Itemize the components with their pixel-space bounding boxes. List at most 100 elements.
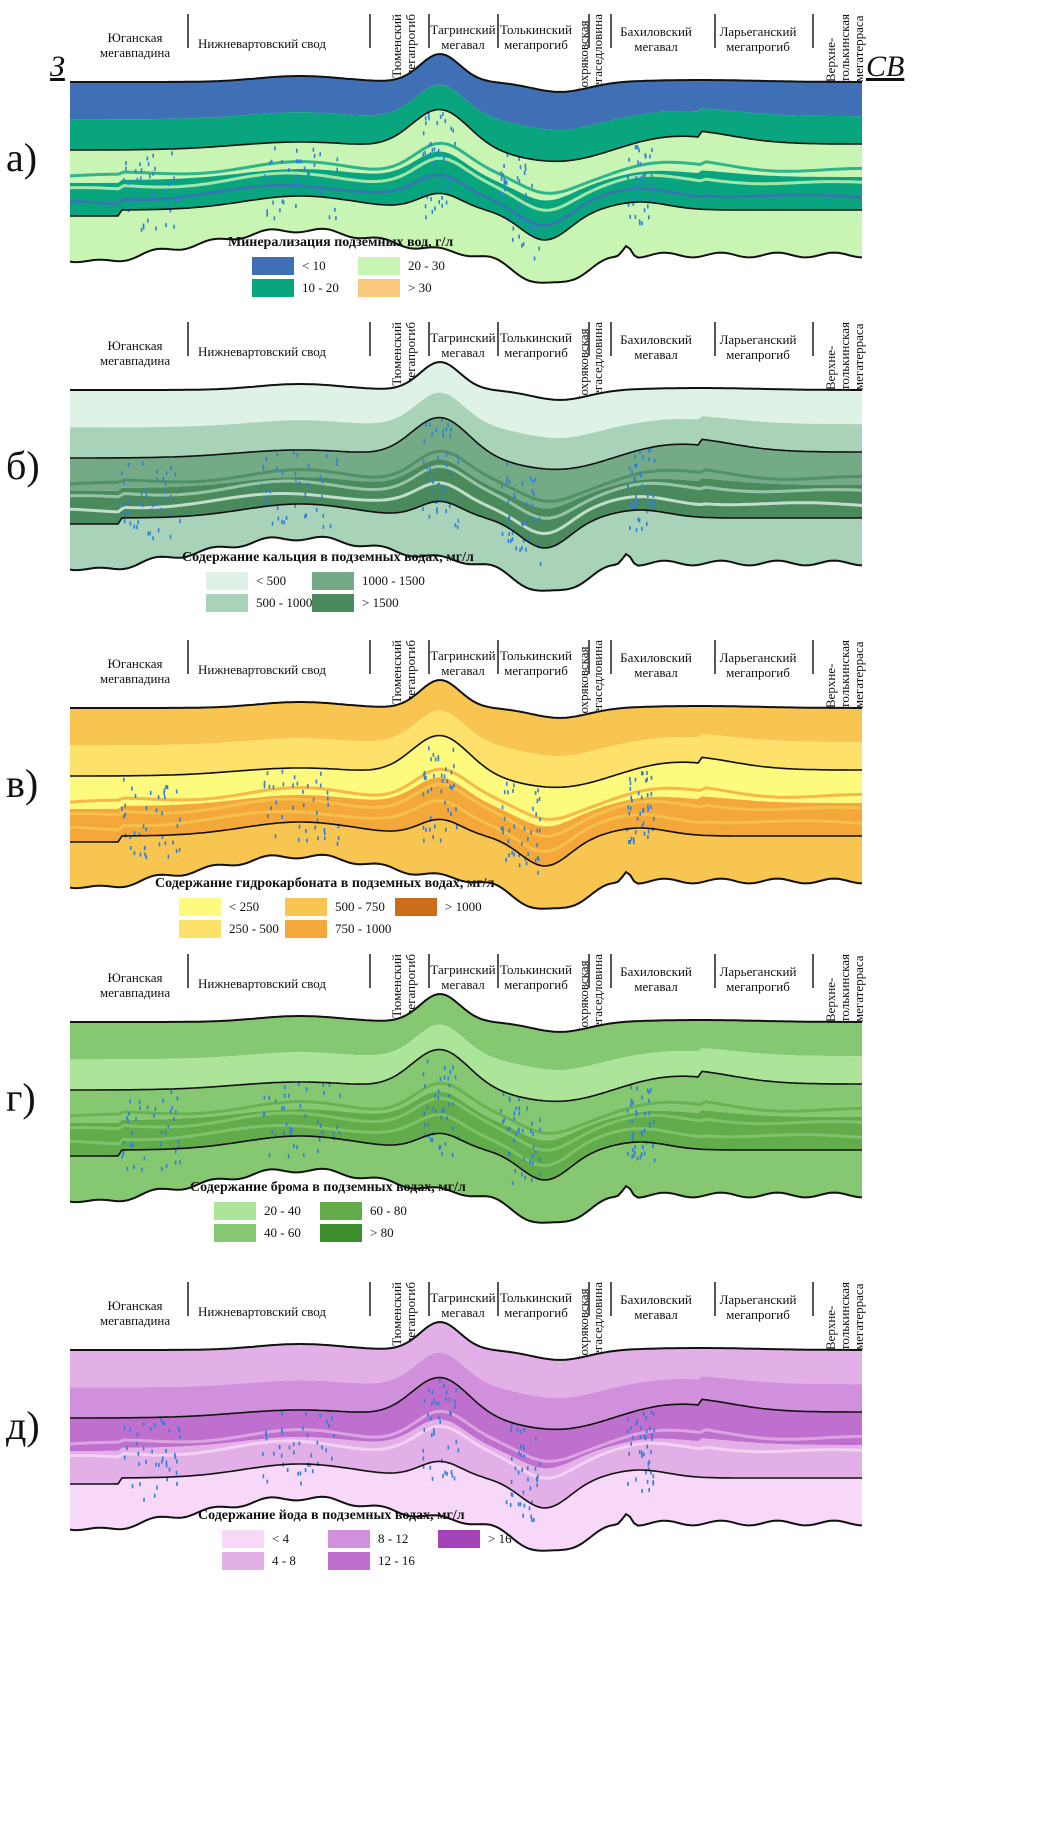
well-sample-point — [529, 1486, 532, 1491]
well-sample-point — [131, 786, 133, 791]
well-sample-point — [448, 1093, 450, 1098]
well-sample-point — [631, 185, 634, 190]
well-sample-point — [142, 1422, 145, 1427]
well-sample-point — [295, 204, 297, 209]
well-sample-point — [319, 1413, 321, 1418]
well-sample-point — [274, 834, 277, 839]
well-sample-point — [639, 1155, 642, 1160]
well-sample-point — [630, 501, 632, 506]
well-sample-point — [443, 487, 446, 492]
well-sample-point — [505, 1500, 508, 1505]
well-sample-point — [517, 216, 519, 221]
well-sample-point — [429, 467, 431, 472]
well-sample-point — [629, 526, 631, 530]
well-sample-point — [429, 152, 432, 157]
legend-item-label: 12 - 16 — [378, 1553, 415, 1568]
well-sample-point — [528, 1506, 531, 1511]
well-sample-point — [121, 806, 123, 811]
well-sample-point — [424, 204, 427, 209]
well-sample-point — [532, 1132, 534, 1136]
well-sample-point — [174, 472, 177, 477]
well-sample-point — [143, 1156, 146, 1161]
well-sample-point — [422, 1072, 425, 1077]
well-sample-point — [299, 1104, 302, 1109]
well-sample-point — [445, 767, 447, 772]
well-sample-point — [642, 1145, 644, 1150]
well-sample-point — [423, 439, 426, 444]
well-sample-point — [304, 492, 307, 497]
well-sample-point — [639, 471, 642, 476]
well-sample-point — [422, 152, 424, 157]
well-sample-point — [652, 494, 655, 498]
well-sample-point — [138, 832, 141, 837]
top-surface-line — [70, 53, 862, 93]
well-sample-point — [332, 1131, 335, 1136]
well-sample-point — [163, 788, 166, 793]
well-sample-point — [448, 1397, 451, 1402]
well-sample-point — [168, 1467, 171, 1472]
well-sample-point — [337, 824, 340, 829]
legend-item: 1000 - 1500 — [312, 572, 425, 590]
well-sample-point — [305, 1087, 308, 1092]
well-sample-point — [169, 208, 172, 213]
well-sample-point — [455, 1388, 458, 1393]
well-sample-point — [132, 1143, 134, 1148]
well-sample-point — [262, 1474, 265, 1479]
legend-swatch — [438, 1530, 480, 1548]
well-sample-point — [521, 841, 523, 846]
well-sample-point — [127, 181, 129, 185]
well-sample-point — [450, 1412, 452, 1416]
well-sample-point — [175, 198, 177, 203]
well-sample-point — [308, 496, 311, 501]
well-sample-point — [648, 1460, 651, 1464]
section-panel: Юганская мегавпадина Нижневартовский свод… — [0, 308, 1060, 616]
well-sample-point — [512, 788, 514, 793]
region-boundary-tick — [428, 640, 430, 674]
well-sample-point — [651, 195, 653, 200]
well-sample-point — [510, 1492, 513, 1497]
panel-letter: в) — [6, 761, 39, 806]
well-sample-point — [176, 1096, 179, 1101]
well-sample-point — [650, 1088, 652, 1093]
legend-title: Содержание кальция в подземных водах, мг… — [182, 550, 474, 565]
well-sample-point — [647, 1462, 650, 1467]
well-sample-point — [439, 152, 441, 157]
well-sample-point — [449, 1070, 452, 1075]
well-sample-point — [295, 477, 297, 482]
region-label-tagrin: Тагринский мегавал — [430, 648, 496, 678]
well-sample-point — [650, 775, 653, 780]
well-sample-point — [135, 1117, 137, 1122]
top-surface-line — [70, 993, 862, 1033]
well-sample-point — [276, 505, 279, 510]
well-sample-point — [268, 1153, 271, 1158]
well-sample-point — [303, 1153, 305, 1158]
well-sample-point — [443, 1065, 446, 1070]
well-sample-point — [425, 422, 427, 427]
well-sample-point — [282, 200, 285, 205]
well-sample-point — [162, 476, 164, 481]
well-sample-point — [647, 829, 650, 834]
well-sample-point — [443, 1107, 445, 1112]
legend-item: 10 - 20 — [252, 279, 339, 297]
region-boundary-tick — [588, 1282, 590, 1316]
well-sample-point — [449, 471, 451, 476]
well-sample-point — [533, 519, 535, 524]
well-sample-point — [531, 1154, 534, 1159]
well-sample-point — [652, 1481, 655, 1486]
well-sample-point — [126, 1116, 128, 1120]
well-sample-point — [162, 1456, 164, 1461]
well-sample-point — [129, 1099, 131, 1104]
well-sample-point — [333, 1434, 335, 1439]
well-sample-point — [641, 1454, 643, 1459]
well-sample-point — [296, 148, 298, 153]
well-sample-point — [502, 830, 504, 835]
well-sample-point — [630, 1426, 632, 1431]
legend-item: > 80 — [320, 1224, 394, 1242]
well-sample-point — [628, 157, 630, 162]
well-sample-point — [648, 1098, 650, 1103]
well-sample-point — [630, 1085, 632, 1090]
well-sample-point — [436, 509, 438, 514]
well-sample-point — [310, 1453, 313, 1458]
section-layer — [70, 501, 862, 591]
well-sample-point — [138, 1100, 141, 1105]
